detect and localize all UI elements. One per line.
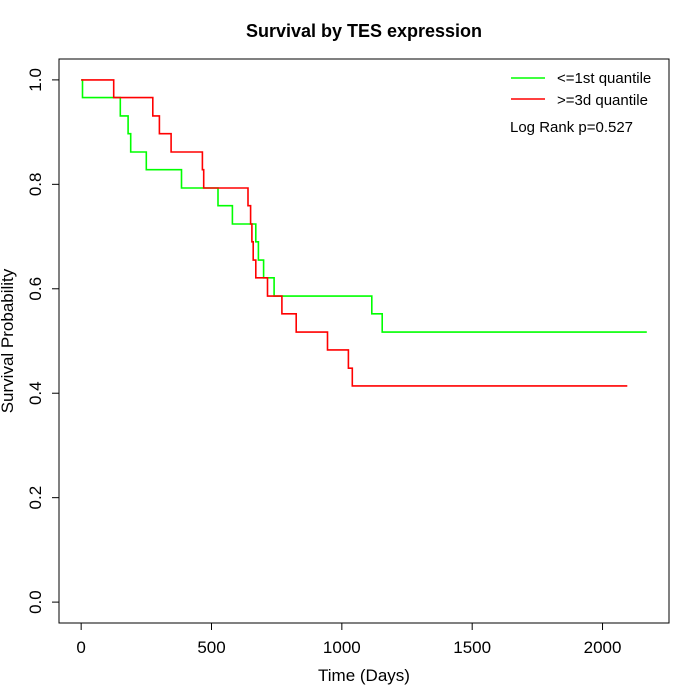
chart-title: Survival by TES expression: [246, 21, 482, 41]
x-tick-label: 1000: [323, 638, 361, 657]
legend-label-series-2: >=3d quantile: [557, 92, 648, 109]
x-tick-label: 1500: [453, 638, 491, 657]
y-tick-label: 1.0: [26, 68, 45, 92]
log-rank-annotation: Log Rank p=0.527: [510, 119, 633, 136]
legend-label-series-1: <=1st quantile: [557, 70, 651, 87]
plot-frame: [58, 58, 670, 624]
y-tick-label: 0.6: [26, 277, 45, 301]
x-tick-label: 0: [76, 638, 85, 657]
survival-curve-series-1: [81, 79, 647, 333]
legend: <=1st quantile >=3d quantile: [511, 70, 651, 109]
y-tick-label: 0.2: [26, 486, 45, 510]
x-axis-title: Time (Days): [318, 666, 410, 685]
y-axis-title: Survival Probability: [0, 268, 17, 413]
y-tick-label: 0.8: [26, 173, 45, 197]
x-tick-label: 2000: [584, 638, 622, 657]
y-tick-label: 0.4: [26, 381, 45, 405]
x-tick-label: 500: [197, 638, 225, 657]
survival-curve-series-2: [81, 79, 628, 387]
y-tick-label: 0.0: [26, 590, 45, 614]
